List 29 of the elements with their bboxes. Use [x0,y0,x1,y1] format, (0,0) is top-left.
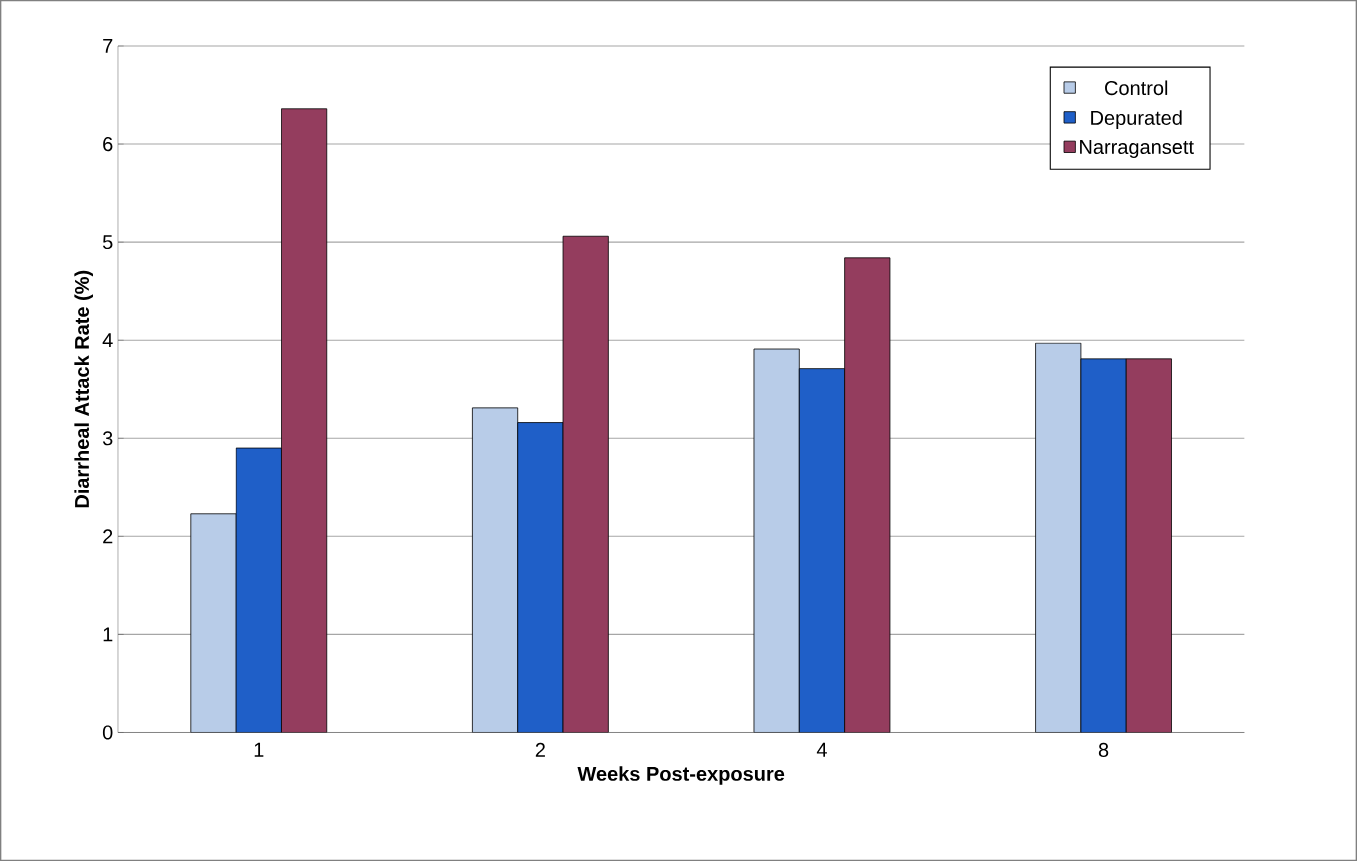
y-tick-label: 0 [102,725,113,740]
legend-label: Depurated [1091,110,1182,129]
y-tick-label: 4 [102,333,113,348]
y-tick-label: 5 [102,235,113,250]
bar [798,368,846,733]
y-tick-label: 6 [103,136,113,152]
x-tick-label: 2 [535,742,545,757]
x-axis-title: Weeks Post-exposure [577,766,785,785]
y-tick-label: 7 [103,39,113,53]
y-tick-label: 3 [102,431,113,446]
x-tick-label: 8 [1098,742,1109,757]
bar [281,108,328,733]
bar [471,407,519,733]
bar [844,257,891,733]
x-tick-label: 4 [816,742,827,757]
bar [190,513,237,733]
y-tick-label: 1 [103,627,113,642]
x-tick-label: 1 [254,742,264,757]
y-axis-title: Diarrheal Attack Rate (%) [74,270,93,508]
legend-label: Control [1105,80,1168,96]
legend-label: Narragansett [1080,140,1194,158]
bar [562,235,609,733]
bar [753,348,800,733]
y-tick-label: 2 [103,529,113,544]
bar [1080,358,1127,733]
bar [235,447,282,733]
bar [1035,342,1082,733]
bar [1125,358,1172,733]
bar [517,422,564,733]
